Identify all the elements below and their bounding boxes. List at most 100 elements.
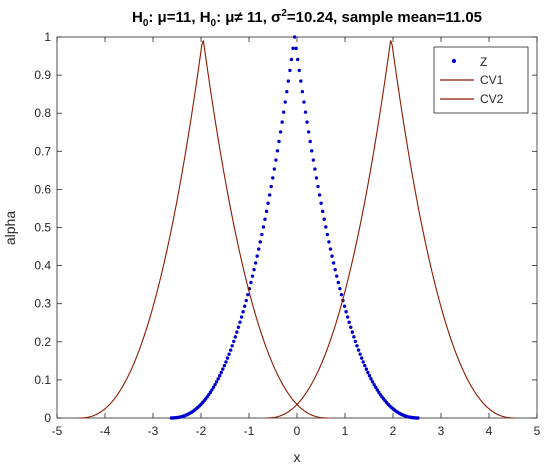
legend-label-cv1: CV1: [480, 73, 504, 87]
z-point: [366, 370, 370, 375]
z-point: [261, 225, 266, 229]
z-point: [416, 416, 420, 420]
y-tick-label: 0.2: [34, 335, 51, 349]
x-tick-label: 0: [294, 424, 301, 438]
y-tick-label: 0.6: [34, 182, 51, 196]
z-point: [294, 46, 298, 51]
z-point: [236, 325, 241, 329]
y-tick-label: 0.1: [34, 373, 51, 387]
legend: Z CV1 CV2: [433, 46, 529, 114]
axis-ticks: -5 -4 -3 -2 -1 0 1 2 3 4 5 0 0.1 0.2 0.3 0.4 0.5 0.6 0.7 0.…: [34, 30, 540, 438]
z-point: [314, 176, 319, 180]
z-point: [271, 176, 275, 180]
z-point: [308, 139, 312, 144]
series-line-cv2: [265, 40, 516, 419]
z-point: [328, 247, 333, 251]
z-point: [303, 110, 308, 114]
z-point: [355, 344, 359, 348]
z-point: [244, 298, 248, 303]
z-point: [345, 315, 350, 319]
z-point: [310, 149, 314, 153]
z-point: [208, 390, 213, 395]
legend-label-cv2: CV2: [480, 92, 504, 106]
y-tick-label: 0.5: [34, 221, 51, 235]
z-point: [344, 310, 348, 314]
z-point: [263, 217, 267, 221]
legend-label-z: Z: [480, 55, 487, 69]
z-point: [364, 367, 369, 371]
z-point: [278, 130, 283, 134]
z-point: [361, 360, 365, 364]
z-point: [317, 193, 322, 197]
z-point: [370, 380, 375, 384]
z-point: [356, 348, 361, 352]
z-point: [225, 356, 230, 360]
y-tick-label: 0: [44, 411, 51, 425]
z-point: [313, 167, 317, 171]
y-tick-label: 0.3: [34, 297, 51, 311]
y-tick-label: 0.4: [34, 259, 51, 273]
z-point: [338, 286, 342, 291]
z-point: [277, 139, 281, 144]
z-point: [324, 225, 328, 229]
z-point: [302, 100, 306, 104]
x-tick-label: -2: [196, 424, 207, 438]
z-point: [353, 339, 358, 344]
z-point: [221, 367, 225, 371]
z-point: [267, 193, 272, 197]
title-h0b-sub: 0: [211, 18, 217, 29]
z-point: [372, 382, 376, 387]
z-point: [299, 79, 303, 83]
z-point: [347, 320, 351, 324]
x-tick-label: -1: [244, 424, 255, 438]
z-point: [358, 352, 362, 356]
z-point: [288, 68, 292, 73]
z-point: [322, 217, 326, 221]
title-h0b-prefix: H: [200, 9, 211, 26]
title-h0a-rest: : μ=11,: [148, 9, 199, 26]
z-point: [242, 304, 247, 308]
z-point: [305, 120, 309, 124]
z-point: [359, 356, 364, 360]
z-point: [211, 385, 216, 390]
z-point: [253, 261, 258, 265]
z-point: [275, 149, 280, 153]
y-tick-label: 0.8: [34, 106, 51, 120]
title-h0a-sub: 0: [143, 18, 149, 29]
x-tick-label: -4: [100, 424, 111, 438]
z-point: [238, 320, 242, 324]
z-point: [352, 335, 356, 339]
z-point: [272, 167, 277, 171]
z-point: [369, 377, 373, 381]
z-point: [316, 184, 320, 189]
z-point: [252, 267, 256, 272]
title-sigma-sup: 2: [281, 8, 287, 19]
z-point: [363, 363, 367, 368]
title-tail: =10.24, sample mean=11.05: [287, 9, 482, 26]
z-point: [219, 370, 223, 375]
title-h0b-rest: : μ≠ 11, σ: [216, 9, 281, 26]
z-point: [228, 348, 233, 352]
z-point: [264, 209, 269, 214]
legend-marker-z: [451, 58, 457, 64]
z-point: [333, 267, 337, 272]
x-axis-label: x: [294, 449, 301, 465]
z-point: [249, 280, 253, 285]
z-point: [255, 254, 259, 258]
z-point: [375, 388, 379, 392]
z-point: [331, 261, 336, 265]
series-points-z: [169, 35, 420, 420]
z-point: [311, 158, 316, 162]
z-point: [336, 280, 340, 285]
z-point: [327, 240, 331, 244]
z-point: [325, 232, 330, 237]
y-tick-label: 0.7: [34, 144, 51, 158]
z-point: [367, 374, 372, 378]
x-tick-label: -5: [52, 424, 63, 438]
z-point: [306, 130, 311, 134]
z-point: [216, 377, 220, 381]
title-h0a-prefix: H: [132, 9, 143, 26]
z-point: [285, 89, 289, 94]
z-point: [210, 388, 214, 392]
